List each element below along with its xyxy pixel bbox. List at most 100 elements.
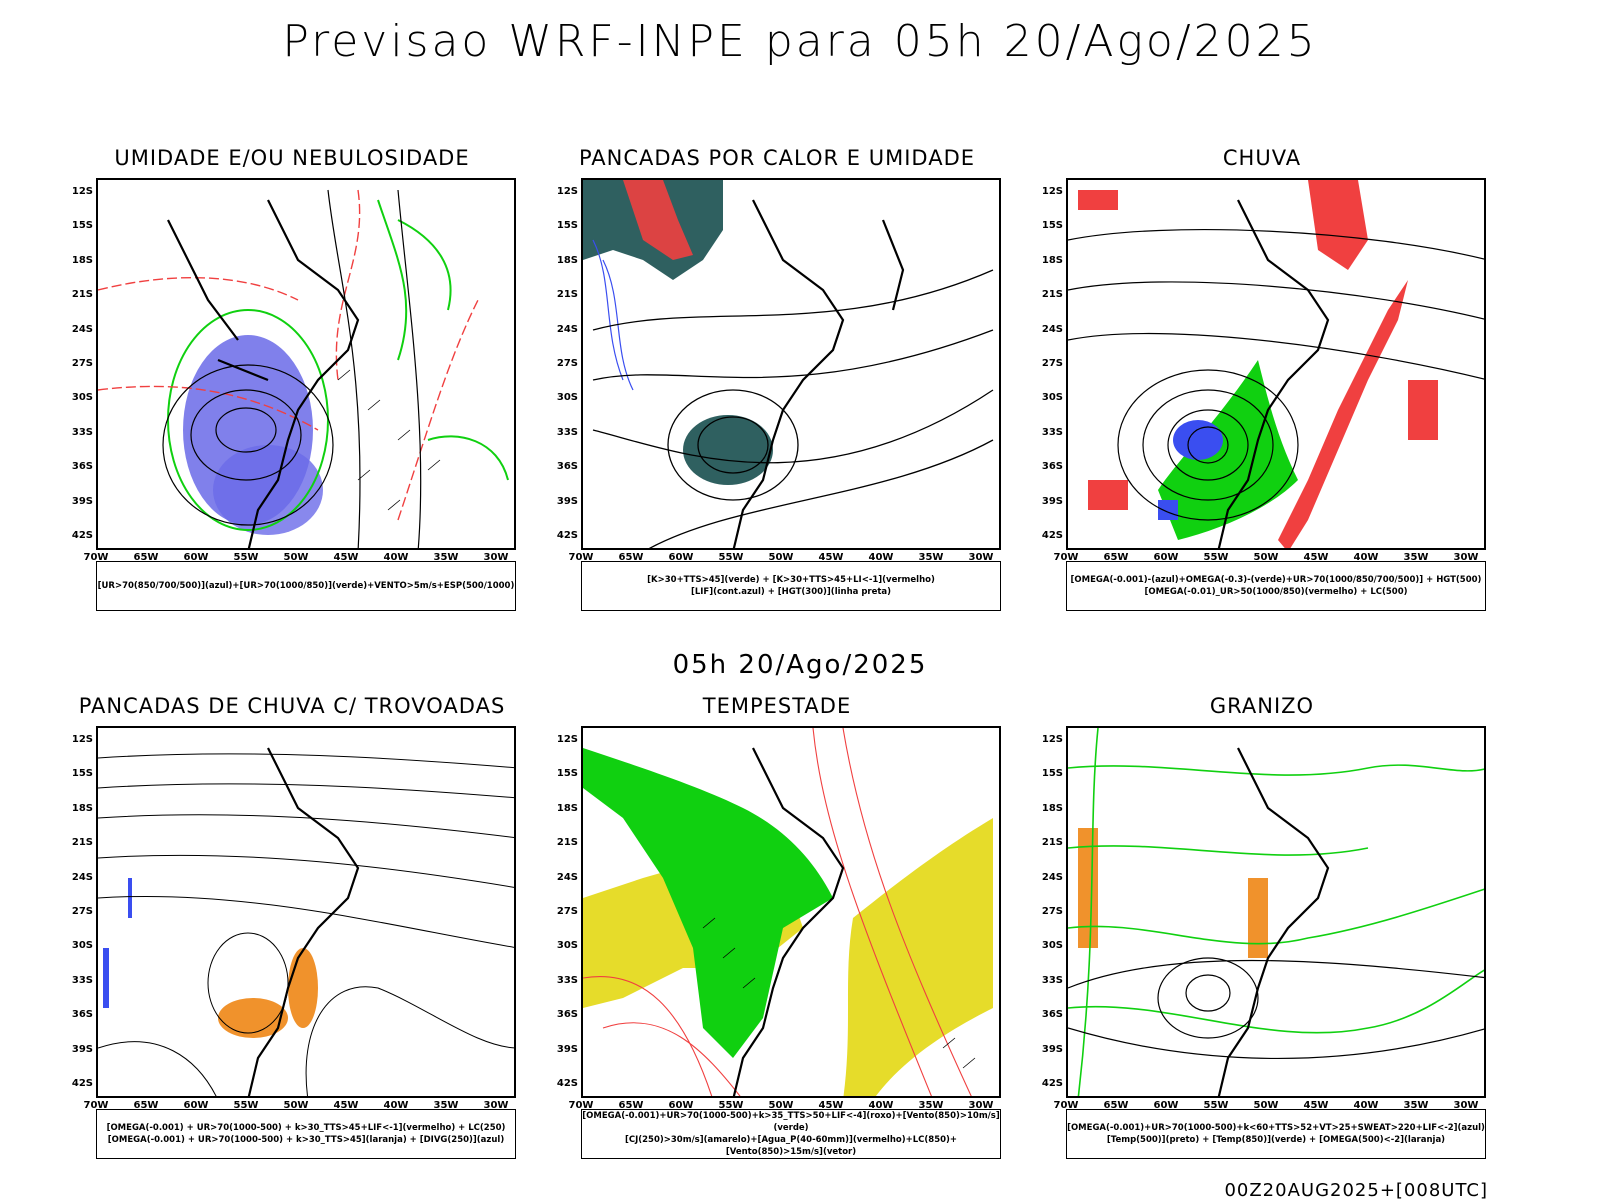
longitude-label: 70W: [568, 1100, 594, 1111]
orange-shade: [1078, 828, 1268, 958]
longitude-label: 65W: [618, 552, 644, 563]
latitude-label: 12S: [1041, 186, 1063, 197]
latitude-label: 18S: [71, 254, 93, 266]
longitude-label: 45W: [1303, 552, 1329, 563]
longitude-label: 65W: [1103, 552, 1129, 563]
latitude-label: 18S: [71, 802, 93, 814]
hgt-contours: [592, 269, 994, 548]
legend-line: [LIF](cont.azul) + [HGT(300)](linha pret…: [690, 587, 892, 597]
map-graphic: [98, 747, 514, 1096]
latitude-label: 33S: [1041, 974, 1063, 986]
longitude-label: 30W: [1453, 1100, 1479, 1111]
longitude-label: 50W: [1253, 1100, 1279, 1111]
legend-line: [OMEGA(-0.001)+UR>70(1000-500)+k<60+TTS>…: [1067, 1123, 1485, 1133]
longitude-label: 30W: [483, 552, 509, 563]
longitude-label: 60W: [1153, 1100, 1179, 1111]
latitude-label: 12S: [556, 186, 578, 197]
latitude-label: 30S: [556, 392, 578, 404]
green-shade: [1158, 360, 1298, 540]
legend-line: [CJ(250)>30m/s](amarelo)+[Agua_P(40-60mm…: [624, 1135, 958, 1157]
latitude-label: 39S: [1041, 495, 1063, 507]
forecast-time-label: 05h 20/Ago/2025: [672, 650, 928, 680]
wind-vectors: [702, 917, 976, 1069]
latitude-label: 21S: [1041, 289, 1063, 301]
latitude-label: 27S: [556, 906, 578, 917]
latitude-label: 42S: [556, 1078, 578, 1089]
latitude-label: 12S: [71, 734, 93, 745]
longitude-label: 40W: [383, 552, 409, 563]
legend-line: [OMEGA(-0.001)+UR>70(1000-500)+k>35_TTS>…: [582, 1111, 1000, 1133]
map-pancadas-calor: [581, 178, 1001, 550]
map-graphic: [1068, 180, 1484, 548]
latitude-label: 15S: [71, 768, 93, 780]
latitude-label: 33S: [556, 426, 578, 438]
longitude-label: 35W: [918, 552, 944, 563]
latitude-label: 30S: [1041, 392, 1063, 404]
longitude-label: 65W: [618, 1100, 644, 1111]
red-contours: [98, 189, 479, 521]
latitude-label: 18S: [556, 802, 578, 814]
latitude-label: 12S: [71, 186, 93, 197]
latitude-label: 15S: [556, 220, 578, 232]
temp-contours: [1068, 957, 1484, 1060]
orange-shade: [218, 948, 318, 1038]
panel-title: PANCADAS POR CALOR E UMIDADE: [578, 146, 976, 170]
latitude-label: 36S: [1041, 1009, 1063, 1021]
longitude-label: 55W: [1203, 552, 1229, 563]
longitude-label: 65W: [1103, 1100, 1129, 1111]
latitude-label: 30S: [71, 392, 93, 404]
latitude-label: 33S: [71, 974, 93, 986]
map-granizo: [1066, 726, 1486, 1098]
latitude-label: 12S: [556, 734, 578, 745]
streamlines: [98, 753, 514, 1096]
longitude-label: 50W: [768, 1100, 794, 1111]
latitude-label: 39S: [556, 1043, 578, 1055]
panel-tempestade: TEMPESTADE [OMEGA(-0.001)+UR>70(1000-500…: [542, 694, 1012, 1174]
latitude-label: 36S: [556, 461, 578, 473]
longitude-label: 65W: [133, 1100, 159, 1111]
panel-title: GRANIZO: [1209, 694, 1315, 718]
longitude-label: 40W: [383, 1100, 409, 1111]
latitude-label: 21S: [556, 837, 578, 849]
latitude-label: 30S: [71, 940, 93, 952]
panel-title: TEMPESTADE: [702, 694, 852, 718]
latitude-label: 27S: [1041, 906, 1063, 917]
longitude-label: 55W: [718, 552, 744, 563]
model-run-footer: 00Z20AUG2025+[008UTC]: [1224, 1180, 1488, 1201]
coastline: [732, 747, 845, 1096]
longitude-label: 35W: [1403, 552, 1429, 563]
latitude-label: 39S: [556, 495, 578, 507]
longitude-label: 60W: [668, 552, 694, 563]
red-shade: [623, 180, 693, 260]
longitude-label: 40W: [1353, 1100, 1379, 1111]
map-graphic: [98, 189, 509, 548]
longitude-label: 60W: [183, 1100, 209, 1111]
legend-box: [K>30+TTS>45](verde) + [K>30+TTS>45+LI<-…: [581, 561, 1001, 611]
latitude-label: 24S: [1041, 871, 1063, 883]
blue-lif: [592, 239, 634, 391]
panel-granizo: GRANIZO [OMEGA(-0.001)+UR>70(1000-500)+k…: [1027, 694, 1497, 1174]
longitude-label: 35W: [918, 1100, 944, 1111]
latitude-label: 15S: [71, 220, 93, 232]
longitude-label: 55W: [233, 552, 259, 563]
latitude-label: 18S: [1041, 802, 1063, 814]
red-contours: [583, 728, 972, 1096]
latitude-label: 24S: [556, 323, 578, 335]
longitude-label: 45W: [333, 1100, 359, 1111]
panel-chuva: CHUVA [OMEGA(-0.001)-(azul)+OMEGA(-0.3)-…: [1027, 146, 1497, 626]
green-contours: [167, 199, 509, 531]
latitude-label: 24S: [556, 871, 578, 883]
longitude-label: 30W: [968, 1100, 994, 1111]
longitude-label: 70W: [1053, 552, 1079, 563]
coastline: [1217, 747, 1330, 1096]
latitude-label: 42S: [556, 530, 578, 541]
latitude-label: 33S: [556, 974, 578, 986]
longitude-label: 70W: [83, 552, 109, 563]
latitude-label: 15S: [1041, 768, 1063, 780]
latitude-label: 21S: [1041, 837, 1063, 849]
latitude-label: 36S: [71, 1009, 93, 1021]
blue-shade: [183, 335, 323, 535]
legend-line: [Temp(500)](preto) + [Temp(850)](verde) …: [1106, 1135, 1446, 1145]
coastline: [1217, 199, 1330, 548]
latitude-label: 36S: [556, 1009, 578, 1021]
